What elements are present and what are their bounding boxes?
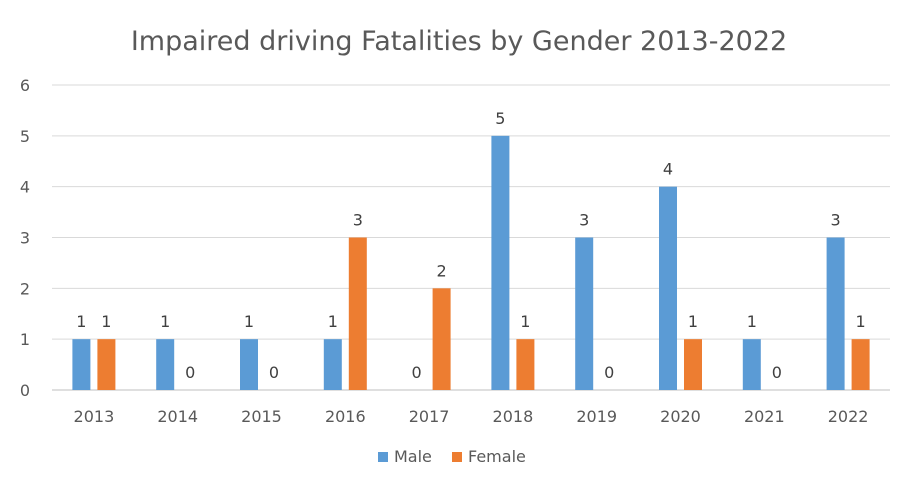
y-tick-label: 1 bbox=[20, 330, 30, 349]
legend: Male Female bbox=[378, 447, 526, 466]
bar-female bbox=[684, 339, 702, 390]
y-tick-label: 4 bbox=[20, 178, 30, 197]
y-tick-label: 0 bbox=[20, 381, 30, 400]
legend-swatch-female bbox=[452, 452, 462, 462]
data-label: 1 bbox=[688, 312, 698, 331]
bar-male bbox=[491, 135, 510, 390]
data-label: 0 bbox=[772, 363, 782, 382]
data-label: 1 bbox=[747, 312, 757, 331]
bar-male bbox=[323, 339, 342, 390]
bar-male bbox=[575, 237, 594, 390]
bar-male bbox=[826, 237, 845, 390]
legend-swatch-male bbox=[378, 452, 388, 462]
data-label: 0 bbox=[185, 363, 195, 382]
data-label: 1 bbox=[328, 312, 338, 331]
bar-female bbox=[516, 339, 535, 390]
data-label: 1 bbox=[76, 312, 86, 331]
x-tick-label: 2018 bbox=[493, 407, 534, 426]
x-tick-label: 2022 bbox=[828, 407, 869, 426]
data-label: 1 bbox=[101, 312, 111, 331]
data-label: 1 bbox=[520, 312, 530, 331]
y-tick-label: 5 bbox=[20, 127, 30, 146]
bar-male bbox=[742, 339, 761, 390]
bar-male bbox=[659, 186, 677, 390]
data-label: 0 bbox=[269, 363, 279, 382]
data-label: 1 bbox=[244, 312, 254, 331]
legend-label-female: Female bbox=[468, 447, 526, 466]
chart-title: Impaired driving Fatalities by Gender 20… bbox=[131, 26, 787, 57]
gridlines bbox=[52, 84, 890, 391]
x-tick-label: 2014 bbox=[157, 407, 198, 426]
data-label: 0 bbox=[604, 363, 614, 382]
y-tick-label: 3 bbox=[20, 229, 30, 248]
data-label: 1 bbox=[856, 312, 866, 331]
bar-female bbox=[851, 339, 870, 390]
legend-label-male: Male bbox=[394, 447, 432, 466]
bars bbox=[72, 135, 870, 390]
y-axis-ticks: 0 1 2 3 4 5 6 bbox=[20, 76, 30, 400]
x-tick-label: 2021 bbox=[744, 407, 785, 426]
y-tick-label: 6 bbox=[20, 76, 30, 95]
x-axis-ticks: 2013 2014 2015 2016 2017 2018 2019 2020 2021 2022 bbox=[74, 407, 869, 426]
x-tick-label: 2015 bbox=[241, 407, 282, 426]
x-tick-label: 2016 bbox=[325, 407, 366, 426]
x-tick-label: 2019 bbox=[576, 407, 617, 426]
bar-female bbox=[97, 339, 116, 390]
data-label: 0 bbox=[412, 363, 422, 382]
x-tick-label: 2017 bbox=[409, 407, 450, 426]
data-label: 3 bbox=[353, 211, 363, 230]
bar-male bbox=[156, 339, 175, 390]
data-label: 3 bbox=[831, 211, 841, 230]
y-tick-label: 2 bbox=[20, 279, 30, 298]
x-tick-label: 2013 bbox=[74, 407, 115, 426]
bar-male bbox=[240, 339, 258, 390]
bar-female bbox=[432, 288, 451, 390]
x-tick-label: 2020 bbox=[660, 407, 701, 426]
bar-male bbox=[72, 339, 91, 390]
data-label: 5 bbox=[495, 109, 505, 128]
data-label: 4 bbox=[663, 160, 673, 179]
bar-female bbox=[348, 237, 367, 390]
data-label: 2 bbox=[437, 261, 447, 280]
data-label: 3 bbox=[579, 211, 589, 230]
data-label: 1 bbox=[160, 312, 170, 331]
